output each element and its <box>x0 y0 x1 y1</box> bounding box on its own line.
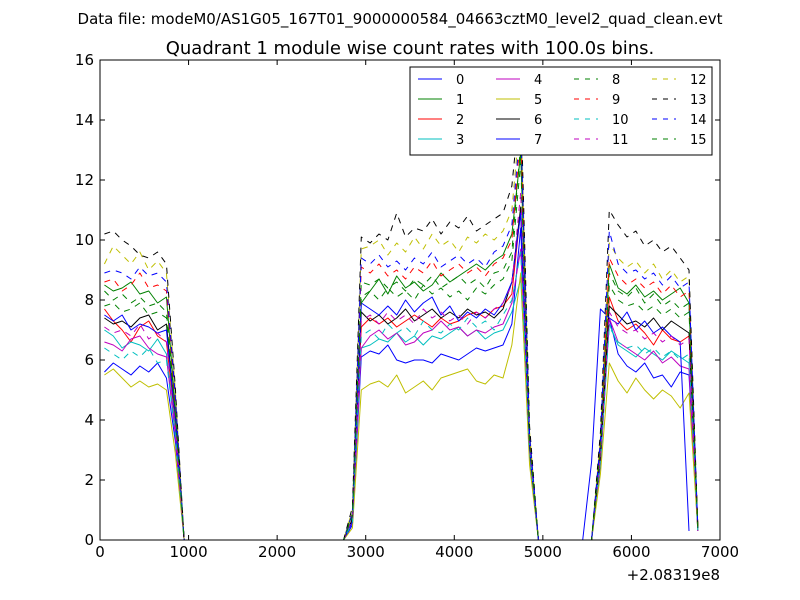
y-tick-label: 2 <box>84 471 94 489</box>
x-tick-label: 7000 <box>701 543 739 561</box>
axis-ticks: 0 1000 2000 3000 4000 5000 6000 700002468101214… <box>75 51 739 561</box>
x-tick-label: 6000 <box>612 543 650 561</box>
legend-label-4: 4 <box>534 73 542 88</box>
chart-title: Quadrant 1 module wise count rates with … <box>166 38 655 59</box>
chart-suptitle: Data file: modeM0/AS1G05_167T01_90000005… <box>78 10 723 29</box>
legend-box <box>409 66 713 156</box>
series-line-15 <box>104 161 699 541</box>
series-line-10 <box>104 251 699 541</box>
y-tick-label: 0 <box>84 531 94 549</box>
y-tick-label: 12 <box>75 171 94 189</box>
legend-label-5: 5 <box>534 93 542 108</box>
legend-label-9: 9 <box>612 93 620 108</box>
legend-label-7: 7 <box>534 133 542 148</box>
y-tick-label: 10 <box>75 231 94 249</box>
x-tick-label: 5000 <box>524 543 562 561</box>
legend-label-10: 10 <box>612 113 629 128</box>
x-tick-label: 3000 <box>347 543 385 561</box>
x-tick-label: 1000 <box>169 543 207 561</box>
y-tick-label: 6 <box>84 351 94 369</box>
legend-label-12: 12 <box>690 73 707 88</box>
legend-label-11: 11 <box>612 133 629 148</box>
legend-label-2: 2 <box>456 113 464 128</box>
legend-label-3: 3 <box>456 133 464 148</box>
legend-label-14: 14 <box>690 113 707 128</box>
x-tick-label: 4000 <box>435 543 473 561</box>
legend-label-6: 6 <box>534 113 542 128</box>
legend-label-13: 13 <box>690 93 707 108</box>
legend-label-15: 15 <box>690 133 707 148</box>
x-offset-label: +2.08319e8 <box>627 566 720 584</box>
x-tick-label: 0 <box>95 543 105 561</box>
y-tick-label: 8 <box>84 291 94 309</box>
y-tick-label: 16 <box>75 51 94 69</box>
legend-label-8: 8 <box>612 73 620 88</box>
legend-label-0: 0 <box>456 73 464 88</box>
y-tick-label: 4 <box>84 411 94 429</box>
x-tick-label: 2000 <box>258 543 296 561</box>
legend-label-1: 1 <box>456 93 464 108</box>
y-tick-label: 14 <box>75 111 94 129</box>
